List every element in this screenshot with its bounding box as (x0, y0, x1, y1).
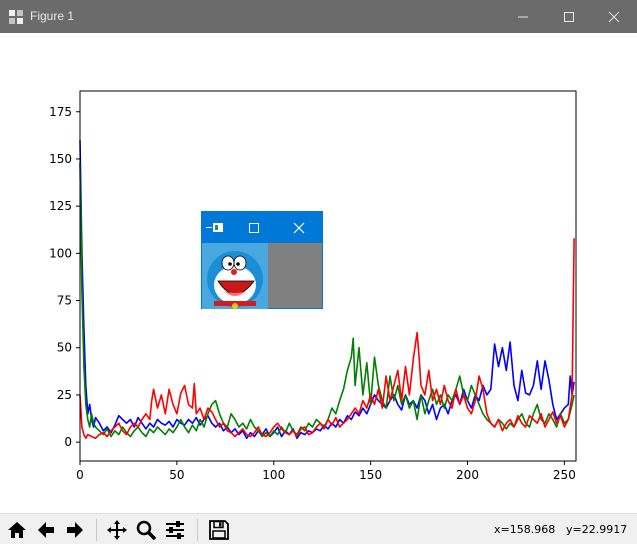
x-tick-label: 50 (169, 468, 184, 482)
series-line-0 (79, 140, 575, 440)
close-icon (608, 11, 620, 22)
y-tick-label: 125 (49, 199, 72, 213)
forward-icon (67, 522, 83, 538)
y-tick-label: 50 (57, 341, 72, 355)
x-tick-label: 250 (553, 468, 576, 482)
zoom-button[interactable] (133, 517, 159, 543)
y-tick-label: 25 (57, 388, 72, 402)
forward-button[interactable] (62, 517, 88, 543)
maximize-icon (564, 11, 574, 22)
window-title: Figure 1 (30, 9, 75, 23)
back-icon (38, 522, 54, 538)
save-icon (209, 520, 229, 540)
x-tick-label: 100 (262, 468, 285, 482)
minimize-button[interactable] (500, 0, 546, 33)
minimize-icon (518, 16, 528, 17)
matplotlib-figure-icon (8, 9, 24, 25)
y-tick-label: 175 (49, 105, 72, 119)
close-icon[interactable] (293, 222, 305, 234)
window-titlebar: Figure 1 (0, 0, 637, 33)
pan-button[interactable] (104, 517, 130, 543)
histogram-chart: 0 50 100 150 200 250 0 25 50 75 100 125 150 175 (49, 90, 577, 482)
configure-subplots-icon (166, 521, 184, 539)
y-tick-label: 100 (49, 246, 72, 260)
home-button[interactable] (4, 517, 30, 543)
toolbar-separator (96, 519, 97, 541)
series-line-2 (79, 238, 575, 440)
x-coordinate-readout: x=158.968 (494, 523, 556, 536)
configure-subplots-button[interactable] (162, 517, 188, 543)
navigation-toolbar: x=158.968 y=22.9917 (0, 513, 637, 544)
close-button[interactable] (591, 0, 637, 33)
back-button[interactable] (33, 517, 59, 543)
axes-frame (79, 90, 577, 462)
maximize-icon[interactable] (248, 222, 260, 234)
doraemon-image (202, 243, 268, 309)
y-tick-label: 150 (49, 152, 72, 166)
x-tick-label: 0 (76, 468, 84, 482)
y-tick-label: 75 (57, 294, 72, 308)
app-icon (206, 223, 223, 232)
x-tick-label: 150 (359, 468, 382, 482)
pan-icon (107, 520, 127, 540)
y-coordinate-readout: y=22.9917 (566, 523, 628, 536)
toolbar-separator (197, 519, 198, 541)
image-window[interactable] (201, 211, 323, 309)
zoom-icon (136, 520, 157, 541)
maximize-button[interactable] (546, 0, 592, 33)
x-tick-label: 200 (456, 468, 479, 482)
save-button[interactable] (206, 517, 232, 543)
axes: 0 50 100 150 200 250 0 25 50 75 100 125 150 175 (49, 90, 577, 482)
y-tick-label: 0 (64, 435, 72, 449)
image-window-titlebar (202, 212, 322, 243)
home-icon (8, 522, 26, 538)
